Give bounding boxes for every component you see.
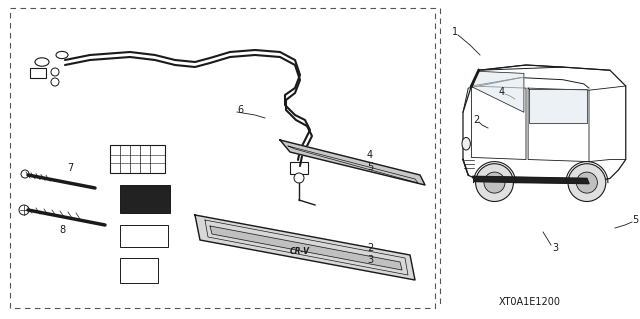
Text: 4: 4 (367, 150, 373, 160)
Bar (120, 225, 168, 247)
Polygon shape (195, 215, 415, 280)
Ellipse shape (35, 58, 49, 66)
Text: XT0A1E1200: XT0A1E1200 (499, 297, 561, 307)
Text: 6: 6 (237, 105, 243, 115)
Circle shape (21, 170, 29, 178)
Text: 4: 4 (499, 87, 505, 97)
Bar (290, 162, 308, 174)
Circle shape (484, 172, 505, 193)
Polygon shape (210, 226, 402, 270)
Polygon shape (463, 65, 626, 182)
Text: 7: 7 (67, 163, 73, 173)
Polygon shape (529, 89, 587, 123)
Circle shape (568, 164, 606, 202)
Text: 5: 5 (367, 162, 373, 172)
Text: 2: 2 (473, 115, 479, 125)
Bar (120, 258, 158, 283)
Polygon shape (472, 176, 589, 184)
Circle shape (19, 205, 29, 215)
Circle shape (577, 172, 597, 193)
Text: 1: 1 (452, 27, 458, 37)
Bar (120, 185, 170, 213)
Text: 3: 3 (367, 255, 373, 265)
Text: 2: 2 (367, 243, 373, 253)
Ellipse shape (56, 51, 68, 59)
Circle shape (476, 164, 513, 202)
Text: CR-V: CR-V (290, 248, 310, 256)
Bar (30, 68, 46, 78)
Circle shape (51, 68, 59, 76)
Polygon shape (472, 71, 524, 112)
Polygon shape (280, 140, 425, 185)
Circle shape (294, 173, 304, 183)
Text: 3: 3 (552, 243, 558, 253)
Text: 5: 5 (632, 215, 638, 225)
Text: 8: 8 (59, 225, 65, 235)
Bar (10, 8, 435, 308)
Bar (110, 145, 165, 173)
Circle shape (51, 78, 59, 86)
Ellipse shape (462, 137, 470, 150)
